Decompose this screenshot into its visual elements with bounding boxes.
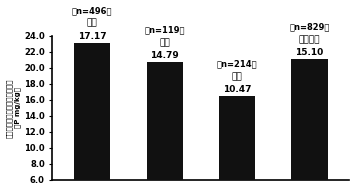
- Y-axis label: 河南农土壤耕层土壤速效磷含量
（P mg/kg）: 河南农土壤耕层土壤速效磷含量 （P mg/kg）: [6, 78, 21, 138]
- Text: 10.47: 10.47: [223, 85, 251, 94]
- Text: （n=829）: （n=829）: [289, 23, 330, 32]
- Text: （n=496）: （n=496）: [72, 6, 113, 15]
- Text: （n=119）: （n=119）: [144, 25, 185, 34]
- Text: 封丘: 封丘: [87, 19, 98, 28]
- Bar: [74, 43, 110, 180]
- Text: 倍阳: 倍阳: [232, 72, 242, 81]
- Text: 加权平均: 加权平均: [299, 35, 320, 44]
- Bar: [219, 96, 255, 180]
- Text: （n=214）: （n=214）: [217, 60, 257, 69]
- Text: 15.10: 15.10: [295, 48, 324, 57]
- Text: 17.17: 17.17: [78, 32, 106, 41]
- Bar: [291, 59, 328, 180]
- Bar: [147, 62, 183, 180]
- Text: 14.79: 14.79: [151, 51, 179, 60]
- Text: 原阳: 原阳: [159, 38, 170, 47]
